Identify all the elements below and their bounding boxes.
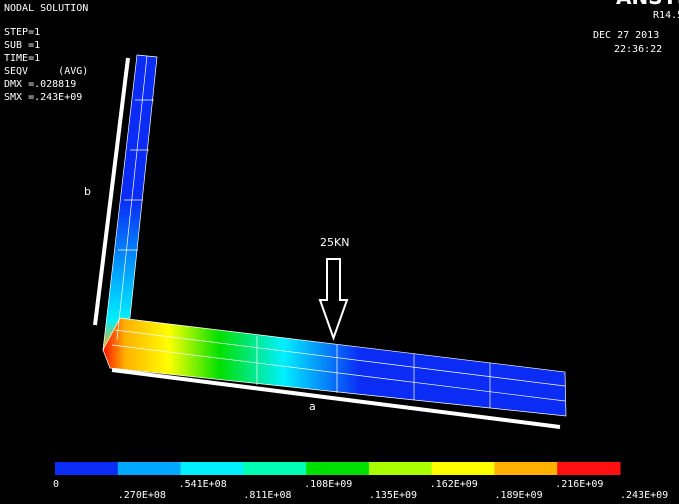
legend: 0 .270E+08 .541E+08 .811E+08 .108E+09 .135E+0… [53,462,668,501]
legend-label: .216E+09 [555,479,603,490]
legend-label: .189E+09 [494,490,542,501]
vertical-arm [102,54,158,352]
header-line: SEQV (AVG) [4,66,88,77]
load-label: 25KN [320,236,349,249]
legend-label: .811E+08 [243,490,291,501]
dimension-a [111,368,561,429]
legend-label: .162E+09 [430,479,478,490]
load-arrow [318,258,349,341]
horizontal-arm [102,317,567,417]
header-line: DMX =.028819 [4,79,76,90]
mesh-line [116,55,148,341]
legend-band [117,462,182,475]
logo-date: DEC 27 2013 [593,30,659,41]
legend-label: .243E+09 [620,490,668,501]
dimension-b [93,57,130,326]
header-line: SUB =1 [4,40,40,51]
header-line: STEP=1 [4,27,40,38]
legend-band [180,462,244,475]
logo-name: ANSYS [616,0,679,9]
header-title: NODAL SOLUTION [4,3,88,14]
dim-a-label: a [309,400,316,413]
model [102,54,567,417]
dim-b-label: b [84,185,91,198]
legend-band [557,462,621,475]
legend-label: .135E+09 [369,490,417,501]
legend-band [494,462,558,475]
header-line: SMX =.243E+09 [4,92,82,103]
mesh-line [111,344,566,402]
legend-band [306,462,370,475]
legend-label: .108E+09 [304,479,352,490]
legend-band [431,462,495,475]
legend-label: .270E+08 [118,490,166,501]
legend-band [243,462,307,475]
legend-label: .541E+08 [179,479,227,490]
header-line: TIME=1 [4,53,40,64]
legend-band [368,462,433,475]
logo-version: R14.5 [653,10,679,21]
logo-time: 22:36:22 [614,44,662,55]
legend-label: 0 [53,479,59,490]
header: NODAL SOLUTION STEP=1 SUB =1 TIME=1 SEQV… [4,3,88,103]
logo: ANSYS R14.5 DEC 27 2013 22:36:22 [593,0,679,55]
legend-band [55,462,119,475]
